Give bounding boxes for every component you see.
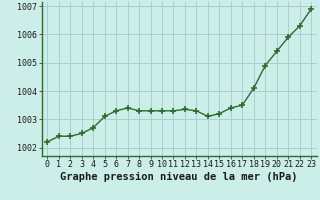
- X-axis label: Graphe pression niveau de la mer (hPa): Graphe pression niveau de la mer (hPa): [60, 172, 298, 182]
